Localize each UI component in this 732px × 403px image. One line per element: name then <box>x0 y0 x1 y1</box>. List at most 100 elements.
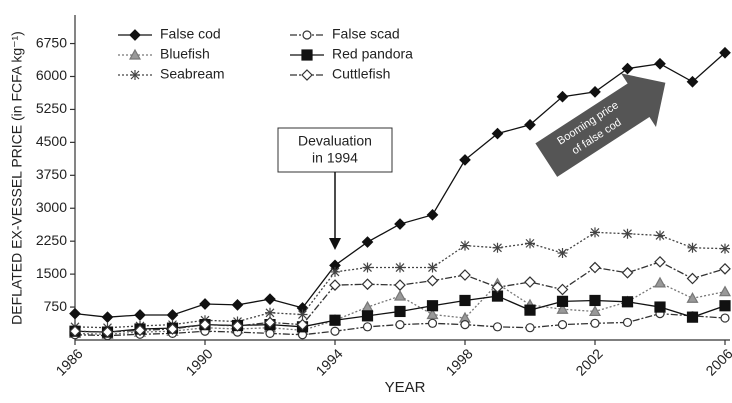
marker <box>69 325 81 338</box>
marker <box>426 274 439 287</box>
marker <box>297 309 308 320</box>
marker <box>395 262 405 273</box>
annotation-arrowhead <box>329 238 341 250</box>
marker <box>556 295 569 307</box>
legend-label: False scad <box>332 26 400 42</box>
marker <box>622 317 633 328</box>
marker <box>525 238 535 249</box>
marker <box>128 48 142 60</box>
marker <box>427 262 438 273</box>
legend-label: False cod <box>160 26 221 42</box>
legend-label: Red pandora <box>332 46 413 62</box>
marker <box>301 69 313 81</box>
marker <box>719 263 731 275</box>
marker <box>719 46 731 59</box>
marker <box>459 294 471 307</box>
marker <box>589 294 601 307</box>
marker <box>231 320 244 332</box>
marker <box>199 298 211 310</box>
marker <box>166 323 179 335</box>
marker <box>686 292 699 303</box>
marker <box>394 305 406 318</box>
marker <box>621 62 634 75</box>
x-tick-label: 2006 <box>702 345 732 378</box>
marker <box>621 266 634 279</box>
y-tick-label: 6750 <box>36 34 67 50</box>
marker <box>394 279 406 291</box>
x-axis-label: YEAR <box>385 379 426 396</box>
marker <box>460 240 470 251</box>
marker <box>134 324 146 337</box>
marker <box>264 293 276 306</box>
y-tick-label: 6000 <box>36 67 67 83</box>
marker <box>395 320 405 330</box>
marker <box>492 322 503 332</box>
marker <box>362 322 373 332</box>
marker <box>101 311 114 324</box>
marker <box>686 311 699 323</box>
marker <box>129 29 141 41</box>
marker <box>459 269 471 281</box>
marker <box>199 318 211 331</box>
arrow-shape <box>535 73 666 177</box>
marker <box>621 296 634 308</box>
marker <box>134 309 146 321</box>
marker <box>231 299 244 311</box>
x-tick-label: 1998 <box>442 345 475 378</box>
marker <box>426 300 439 312</box>
marker <box>557 320 568 330</box>
marker <box>491 127 504 140</box>
y-tick-label: 4500 <box>36 133 67 149</box>
legend-label: Seabream <box>160 66 225 82</box>
marker <box>720 243 730 254</box>
legend-label: Bluefish <box>160 46 210 62</box>
marker <box>556 90 569 103</box>
marker <box>590 227 600 238</box>
marker <box>654 57 666 70</box>
marker <box>130 70 140 80</box>
marker <box>393 289 407 301</box>
marker <box>166 309 179 321</box>
marker <box>460 320 470 330</box>
marker <box>556 283 569 296</box>
marker <box>330 326 340 336</box>
x-tick-label: 1986 <box>52 345 85 378</box>
marker <box>361 236 374 248</box>
marker <box>524 276 536 288</box>
marker <box>265 328 275 339</box>
marker <box>589 261 601 274</box>
series-line <box>74 282 726 335</box>
marker <box>69 307 81 320</box>
marker <box>426 208 439 221</box>
marker <box>655 230 665 241</box>
marker <box>301 49 313 61</box>
y-tick-label: 2250 <box>36 232 67 248</box>
y-tick-label: 3750 <box>36 166 67 182</box>
marker <box>557 248 568 259</box>
marker <box>525 323 535 333</box>
y-axis-label: DEFLATED EX-VESSEL PRICE (in FCFA kg⁻¹) <box>9 31 25 325</box>
marker <box>687 242 698 253</box>
marker <box>590 318 600 328</box>
annotation-text: Devaluation <box>298 133 372 149</box>
marker <box>426 308 439 320</box>
marker <box>296 318 309 331</box>
y-tick-label: 750 <box>44 298 68 314</box>
marker <box>265 307 275 318</box>
marker <box>589 86 601 98</box>
x-tick-label: 2002 <box>572 345 605 378</box>
marker <box>524 304 536 316</box>
marker <box>329 279 341 291</box>
marker <box>329 314 341 326</box>
marker <box>718 285 732 297</box>
marker <box>524 118 536 131</box>
y-tick-label: 5250 <box>36 100 67 116</box>
marker <box>361 278 374 291</box>
marker <box>654 301 666 313</box>
legend-label: Cuttlefish <box>332 66 390 82</box>
marker <box>686 272 699 285</box>
marker <box>686 75 699 88</box>
marker <box>101 326 114 338</box>
marker <box>264 316 276 329</box>
